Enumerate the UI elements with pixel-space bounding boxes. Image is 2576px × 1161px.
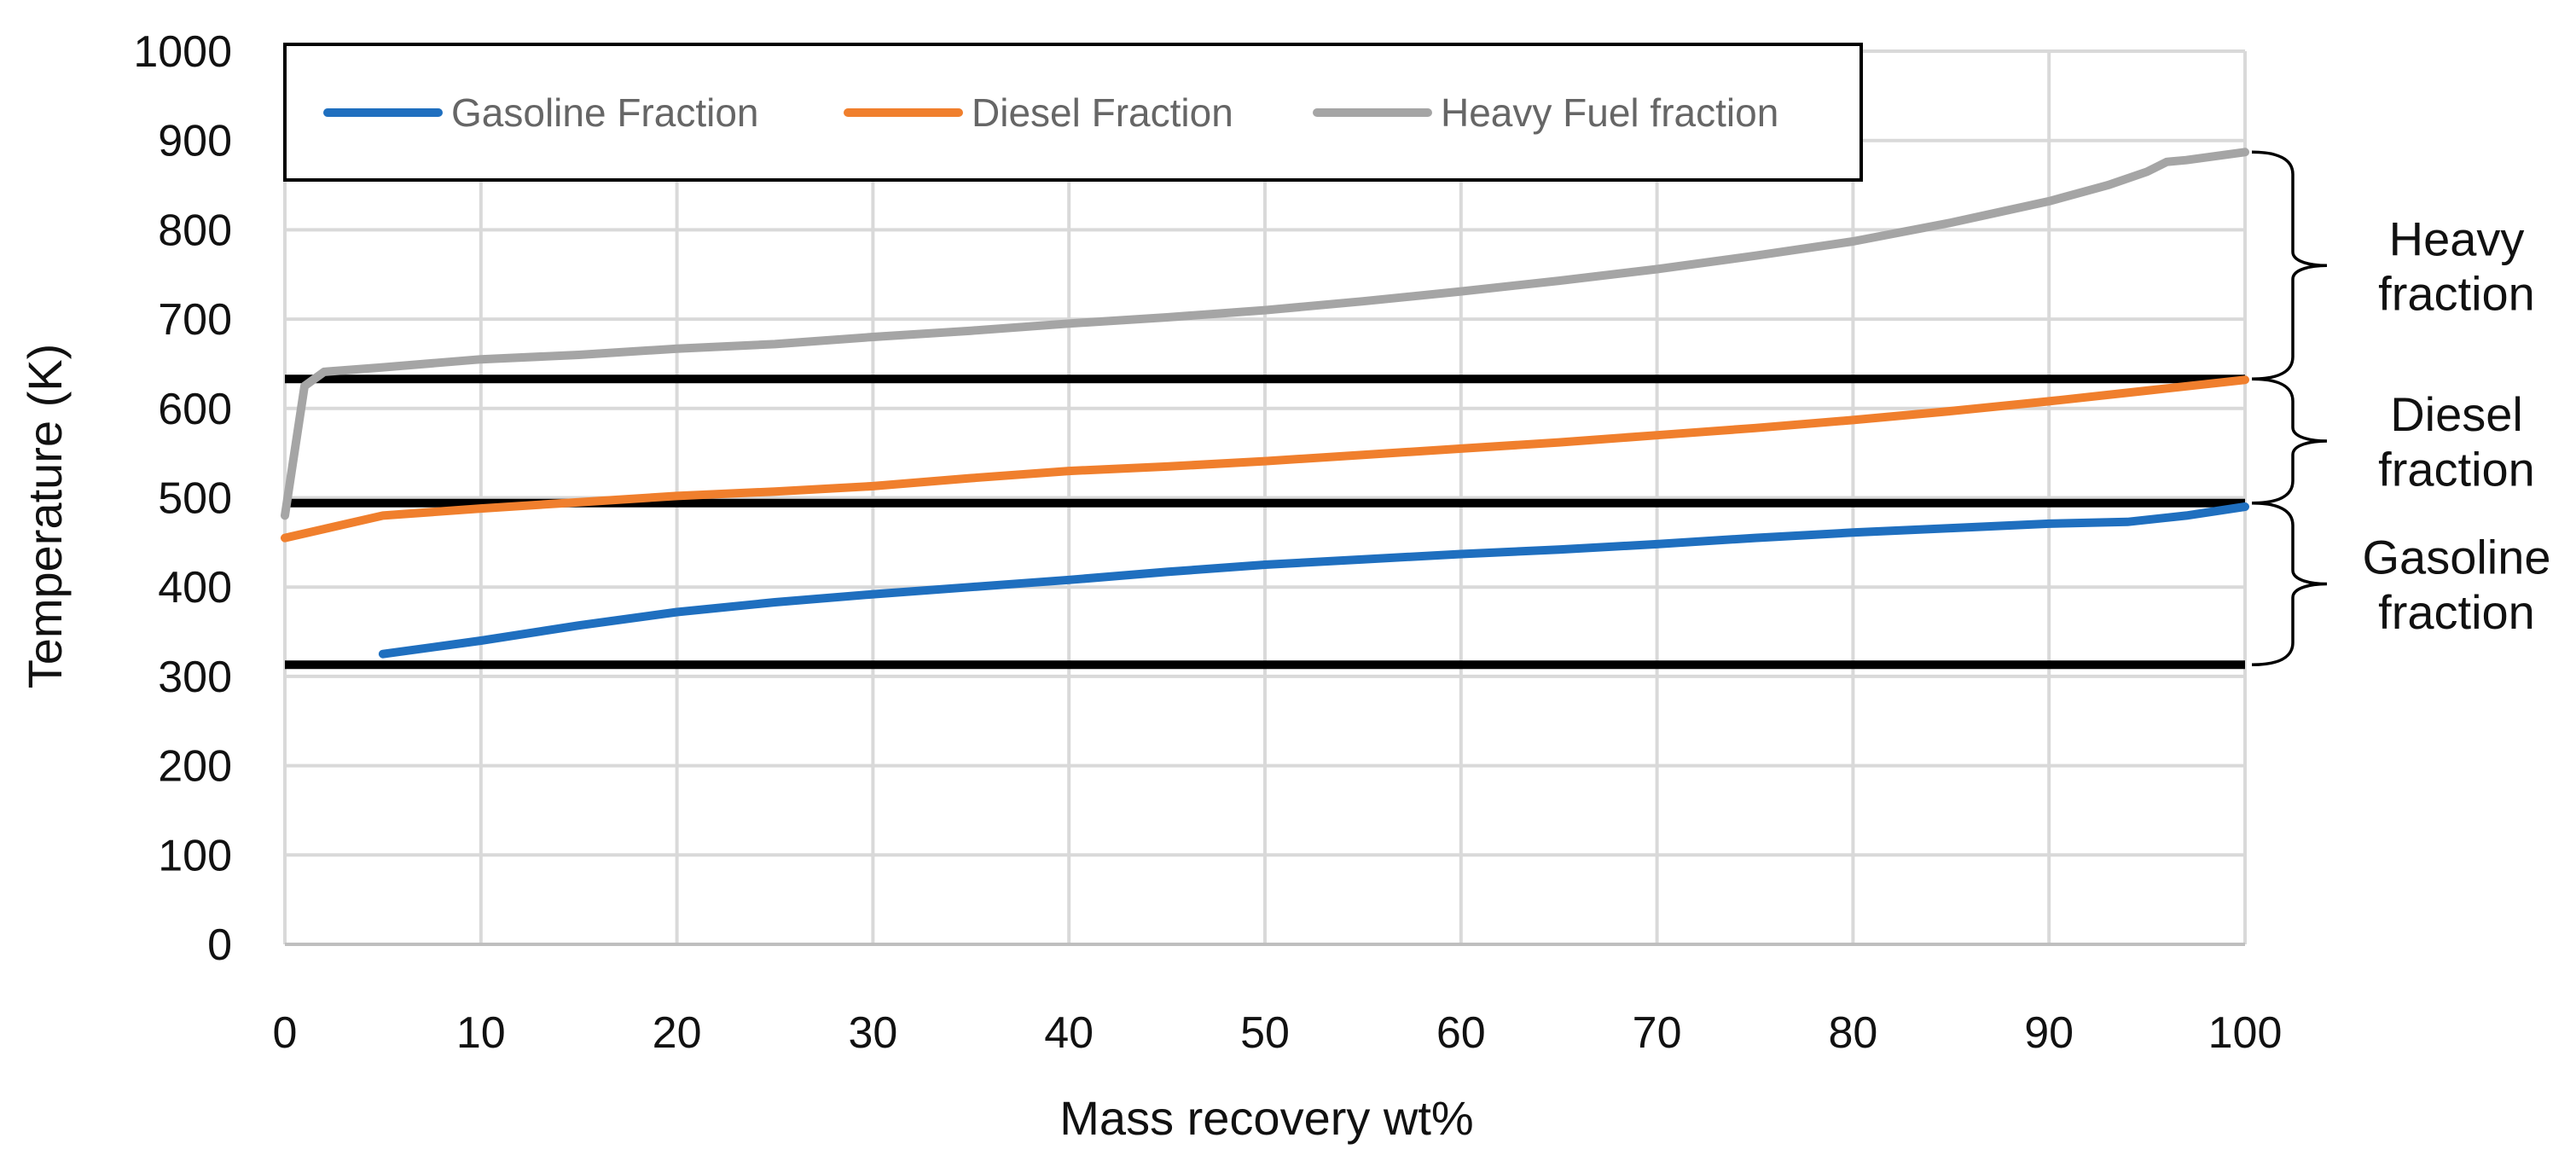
y-axis-title: Temperature (K): [18, 344, 72, 689]
gasoline-fraction-bracket: [2251, 502, 2328, 667]
heavy-fraction-label-line: fraction: [2378, 267, 2535, 321]
y-tick-label: 200: [158, 742, 232, 792]
diesel-fraction-label-line: fraction: [2378, 442, 2535, 496]
gasoline-fraction-label: Gasoline fraction: [2362, 531, 2550, 639]
y-tick-label: 700: [158, 295, 232, 345]
series-line-0: [378, 502, 2249, 659]
x-tick-label: 40: [1044, 1008, 1094, 1058]
heavy-fraction-label-line: Heavy: [2389, 212, 2525, 265]
diesel-fraction-label-line: Diesel: [2390, 387, 2523, 441]
diesel-fraction-label: Diesel fraction: [2378, 387, 2535, 496]
tick-labels: 0 100 200 300 400 500 600 700 800 900 1000 0 10 20 30 4…: [133, 27, 2282, 1058]
series-lines: [281, 148, 2249, 659]
y-tick-label: 600: [158, 385, 232, 434]
y-tick-label: 300: [158, 653, 232, 702]
legend-box: [283, 43, 1863, 182]
x-tick-label: 90: [2024, 1008, 2074, 1058]
y-tick-label: 500: [158, 474, 232, 524]
x-tick-label: 100: [2208, 1008, 2283, 1058]
grid: [283, 49, 2247, 946]
x-tick-label: 70: [1633, 1008, 1682, 1058]
y-tick-label: 900: [158, 117, 232, 166]
series-line-1: [281, 375, 2249, 543]
legend-label: Diesel Fraction: [972, 90, 1233, 135]
diesel-fraction-bracket: [2251, 377, 2328, 505]
legend-label: Heavy Fuel fraction: [1441, 90, 1778, 135]
heavy-fraction-label: Heavy fraction: [2378, 212, 2535, 320]
y-tick-label: 800: [158, 206, 232, 255]
x-tick-label: 30: [848, 1008, 897, 1058]
gasoline-fraction-label-line: fraction: [2378, 585, 2535, 639]
gasoline-fraction-label-line: Gasoline: [2362, 531, 2550, 584]
x-tick-label: 60: [1436, 1008, 1486, 1058]
legend-label: Gasoline Fraction: [451, 90, 759, 135]
y-tick-label: 0: [207, 920, 232, 970]
x-tick-label: 20: [653, 1008, 702, 1058]
y-tick-label: 400: [158, 563, 232, 612]
x-tick-label: 10: [456, 1008, 506, 1058]
x-tick-label: 50: [1240, 1008, 1290, 1058]
x-axis-title: Mass recovery wt%: [1059, 1091, 1473, 1145]
legend: Gasoline Fraction Diesel Fraction Heavy Fu…: [283, 43, 1863, 182]
x-tick-label: 80: [1828, 1008, 1877, 1058]
heavy-fraction-bracket: [2251, 150, 2328, 380]
series-line-2: [281, 148, 2249, 520]
y-tick-label: 100: [158, 831, 232, 880]
y-tick-label: 1000: [133, 27, 232, 77]
x-tick-label: 0: [273, 1008, 298, 1058]
